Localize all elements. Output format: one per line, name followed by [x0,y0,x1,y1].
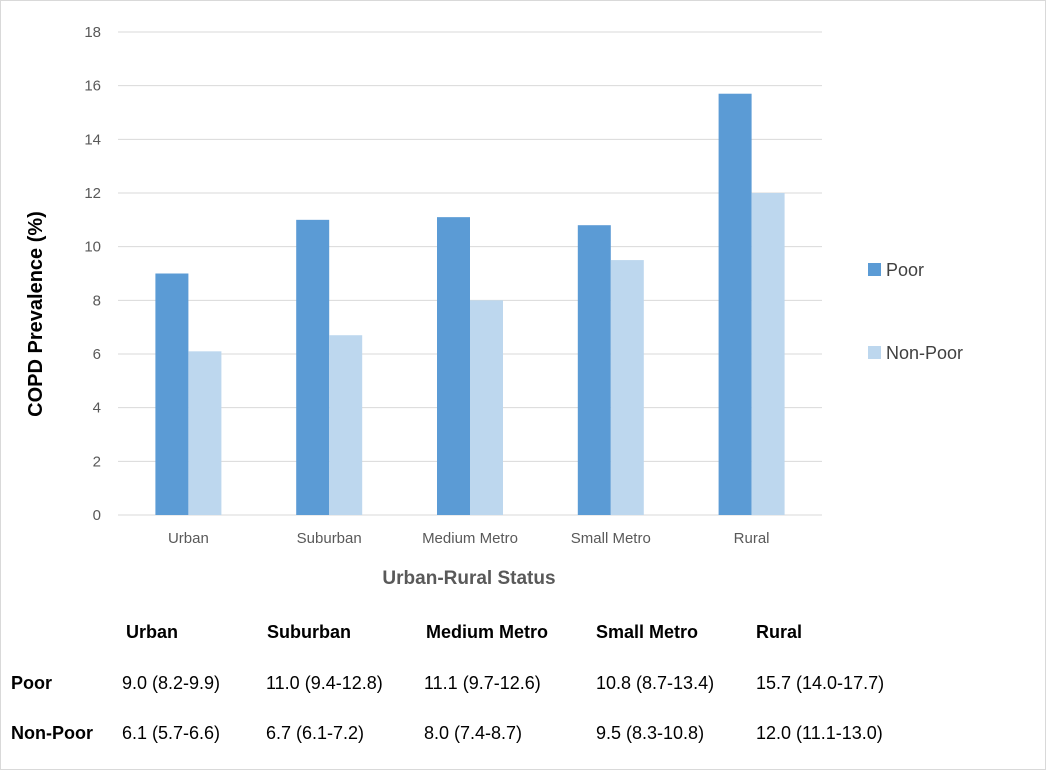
y-tick-label: 8 [93,292,101,309]
x-category-label: Rural [734,530,770,547]
table-cell: 9.0 (8.2-9.9) [122,673,221,693]
y-tick-label: 0 [93,507,101,524]
x-category-label: Suburban [297,530,362,547]
bar-poor-rural [718,93,752,515]
legend-swatch-poor [868,263,881,276]
table-header-cell: Small Metro [596,622,699,642]
bar-non-poor-urban [188,351,222,515]
legend-label-poor: Poor [886,260,924,280]
x-category-labels: Urban Suburban Medium Metro Small Metro Rura… [168,530,770,547]
x-category-label: Small Metro [571,530,651,547]
y-tick-labels: 0 2 4 6 8 10 12 14 16 18 [84,24,101,524]
legend-label-non-poor: Non-Poor [886,343,963,363]
bar-poor-small-metro [577,225,611,515]
grid-lines [118,31,822,516]
y-axis-title: COPD Prevalence (%) [25,211,47,417]
bars [155,93,785,516]
y-tick-label: 18 [84,24,101,41]
table-cell: 11.0 (9.4-12.8) [266,673,383,693]
y-tick-label: 2 [93,453,101,470]
bar-non-poor-medium-metro [470,300,503,515]
bar-non-poor-rural [751,193,785,515]
table-header-cell: Medium Metro [426,622,549,642]
bar-chart: 0 2 4 6 8 10 12 14 16 18 Urban Suburban Medium Metr… [25,24,963,589]
table-cell: 10.8 (8.7-13.4) [596,673,715,693]
table-cell: 8.0 (7.4-8.7) [424,723,523,743]
bar-poor-suburban [296,219,330,516]
table-header-cell: Rural [756,622,803,642]
y-tick-label: 16 [84,78,101,95]
y-tick-label: 14 [84,131,101,148]
y-tick-label: 6 [93,346,101,363]
y-tick-label: 12 [84,185,101,202]
legend-swatch-non-poor [868,346,881,359]
x-axis-title: Urban-Rural Status [382,568,555,589]
y-tick-label: 10 [84,239,101,256]
table-cell: 15.7 (14.0-17.7) [756,673,885,693]
table-cell: 11.1 (9.7-12.6) [424,673,541,693]
x-category-label: Urban [168,530,209,547]
table-cell: 6.7 (6.1-7.2) [266,723,365,743]
table-header-cell: Urban [126,622,179,642]
bar-poor-urban [155,273,189,515]
bar-poor-medium-metro [437,217,470,515]
bar-non-poor-suburban [329,335,363,515]
x-category-label: Medium Metro [422,530,518,547]
table-header-cell: Suburban [267,622,351,642]
table-row-label: Poor [11,673,53,693]
table-cell: 6.1 (5.7-6.6) [122,723,221,743]
bar-non-poor-small-metro [610,260,644,515]
table-cell: 12.0 (11.1-13.0) [756,723,883,743]
legend: Poor Non-Poor [868,260,963,363]
table-row-label: Non-Poor [11,723,93,743]
y-tick-label: 4 [93,400,101,417]
table-cell: 9.5 (8.3-10.8) [596,723,705,743]
